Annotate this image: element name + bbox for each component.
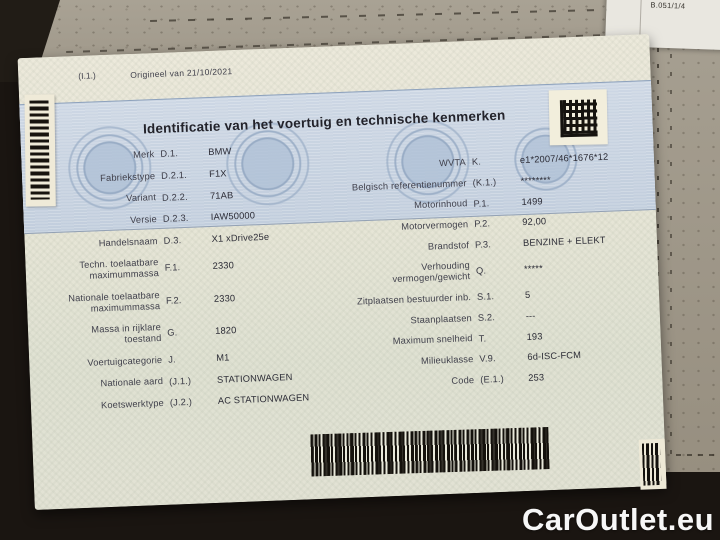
field-row: Nationale aard (J.1.) STATIONWAGEN — [58, 369, 340, 391]
field-label: Fabriekstype — [99, 170, 156, 183]
field-label: Variant — [126, 192, 157, 204]
field-label: Nationale aard — [100, 376, 164, 389]
field-value: 1499 — [521, 195, 543, 207]
field-value: X1 xDrive25e — [211, 231, 270, 245]
field-label: Motorinhoud — [413, 198, 468, 211]
field-row: Staanplaatsen S.2. --- — [344, 306, 654, 329]
field-code: (K.1.) — [472, 177, 497, 188]
stitch-line — [657, 0, 659, 462]
field-row: Koetswerktype (J.2.) AC STATIONWAGEN — [59, 391, 341, 413]
fields-column-right: WVTA K. e1*2007/46*1676*12 Belgisch referen… — [338, 150, 657, 390]
field-code: P.1. — [473, 198, 490, 209]
field-row: Versie D.2.3. IAW50000 — [52, 207, 334, 229]
field-row: Motorinhoud P.1. 1499 — [339, 192, 649, 215]
field-row: Massa in rijklare toestand G. 1820 — [56, 315, 339, 347]
field-code: (J.1.) — [168, 375, 192, 387]
field-value: 1820 — [214, 324, 237, 336]
datamatrix-sticker — [548, 89, 608, 146]
field-code: S.2. — [477, 312, 496, 323]
field-row: Brandstof P.3. BENZINE + ELEKT — [341, 233, 651, 256]
watermark-text: CarOutlet.eu — [521, 502, 714, 537]
field-label: Nationale toelaatbare maximummassa — [68, 289, 161, 314]
field-value: 71AB — [209, 189, 234, 201]
stitch-line — [670, 0, 672, 460]
field-value: 253 — [528, 372, 545, 383]
field-code: T. — [478, 333, 487, 344]
field-label: Handelsnaam — [98, 235, 158, 249]
note-code: B.051/1/4 — [650, 0, 686, 11]
field-row: Techn. toelaatbare maximummassa F.1. 2330 — [53, 251, 336, 283]
field-code: D.3. — [163, 235, 182, 246]
field-row: Nationale toelaatbare maximummassa F.2. 23… — [55, 283, 338, 315]
field-code: Q. — [475, 265, 487, 276]
field-label: Maximum snelheid — [392, 333, 473, 347]
field-label: Milieuklasse — [420, 353, 474, 366]
field-label: Voertuigcategorie — [87, 354, 163, 368]
fields-column-left: Merk D.1. BMW Fabriekstype D.2.1. F1X Variant D… — [49, 142, 341, 412]
barcode-icon — [641, 442, 662, 486]
field-label: Koetswerktype — [100, 397, 165, 411]
field-code: D.2.2. — [161, 191, 188, 203]
field-value: M1 — [216, 352, 230, 363]
field-row: Variant D.2.2. 71AB — [51, 186, 333, 208]
field-label: Versie — [129, 214, 158, 226]
edge-barcode-fragment — [638, 438, 667, 490]
stitch-line — [676, 454, 720, 456]
field-code: (E.1.) — [480, 373, 505, 385]
field-label: Massa in rijklare toestand — [91, 322, 162, 345]
field-code: D.1. — [160, 148, 179, 160]
vehicle-registration-document: (I.1.) Origineel van 21/10/2021 Identifi… — [17, 34, 667, 510]
field-row: Milieuklasse V.9. 6d-ISC-FCM — [345, 347, 655, 370]
field-code: (J.2.) — [169, 397, 193, 408]
field-value: AC STATIONWAGEN — [217, 392, 310, 407]
field-label: Techn. toelaatbare maximummassa — [79, 257, 160, 281]
field-value: ******** — [520, 174, 551, 187]
field-value: 2330 — [212, 260, 235, 272]
field-label: Zitplaatsen bestuurder inb. — [356, 291, 472, 307]
field-value: ***** — [523, 263, 544, 275]
field-label: Verhouding vermogen/gewicht — [392, 260, 471, 285]
field-value: BENZINE + ELEKT — [522, 234, 606, 249]
field-code: K. — [471, 156, 482, 168]
field-code: V.9. — [479, 353, 496, 365]
field-code: P.3. — [474, 239, 492, 250]
field-row: Motorvermogen P.2. 92,00 — [340, 212, 650, 235]
field-code: D.2.1. — [160, 169, 188, 181]
field-row: Zitplaatsen bestuurder inb. S.1. 5 — [343, 285, 653, 308]
field-value: 193 — [526, 330, 543, 342]
bottom-barcode-icon — [310, 427, 550, 477]
field-code: J. — [168, 354, 176, 365]
field-label: Code — [451, 374, 475, 386]
field-code: D.2.3. — [162, 213, 189, 225]
field-value: 5 — [524, 289, 531, 301]
field-value: 6d-ISC-FCM — [527, 350, 582, 363]
field-value: IAW50000 — [210, 210, 256, 223]
field-label: Motorvermogen — [401, 219, 469, 232]
field-row: Maximum snelheid T. 193 — [345, 326, 655, 349]
field-row: Voertuigcategorie J. M1 — [57, 348, 339, 370]
field-row: Belgisch referentienummer (K.1.) ******** — [339, 171, 649, 194]
field-label: Brandstof — [427, 239, 470, 252]
field-code: P.2. — [474, 218, 491, 230]
origin-note: Origineel van 21/10/2021 — [130, 66, 233, 80]
field-label: Belgisch referentienummer — [351, 177, 467, 193]
field-ref: (I.1.) — [78, 70, 96, 81]
field-row: Handelsnaam D.3. X1 xDrive25e — [53, 229, 335, 251]
field-value: 2330 — [213, 292, 236, 304]
field-value: --- — [525, 310, 536, 321]
field-row: Fabriekstype D.2.1. F1X — [50, 164, 332, 186]
field-code: F.2. — [165, 294, 182, 306]
field-value: 92,00 — [522, 216, 547, 228]
datamatrix-code-icon — [559, 99, 598, 138]
barcode-icon — [29, 100, 50, 200]
field-code: F.1. — [164, 262, 181, 273]
field-code: S.1. — [476, 291, 495, 302]
field-value: STATIONWAGEN — [216, 371, 293, 385]
field-label: Staanplaatsen — [410, 312, 473, 325]
field-row: Code (E.1.) 253 — [346, 368, 656, 391]
field-row: Verhouding vermogen/gewicht Q. ***** — [342, 254, 653, 287]
field-code: G. — [167, 327, 178, 338]
field-value: F1X — [208, 168, 227, 180]
